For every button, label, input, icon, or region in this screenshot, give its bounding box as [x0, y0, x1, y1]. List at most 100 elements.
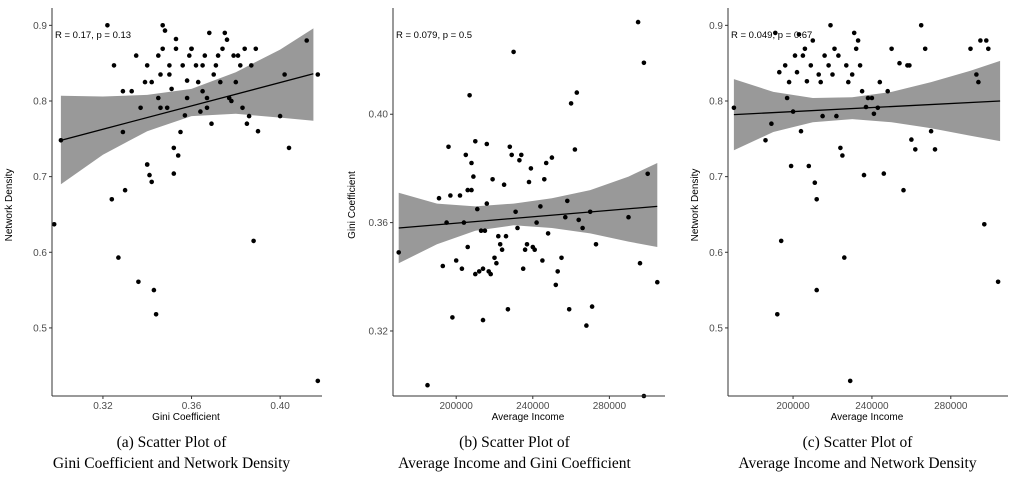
data-point [235, 53, 241, 58]
caption-b-line2: Average Income and Gini Coefficient [398, 455, 631, 472]
data-point [897, 60, 902, 66]
data-point [538, 204, 543, 209]
data-point [838, 145, 843, 151]
data-point [778, 238, 784, 244]
data-point [568, 101, 574, 106]
data-point [503, 233, 509, 239]
data-point [440, 263, 446, 269]
data-point [480, 317, 486, 323]
data-point [173, 36, 179, 42]
data-point [871, 111, 877, 117]
data-point [459, 266, 465, 272]
data-point [469, 160, 474, 166]
data-point [499, 247, 505, 252]
chart-panel-b: 200000 240000 280000 0.32 0.36 0.40 Average In… [343, 0, 686, 430]
scatter-plot-c: 200000 240000 280000 0.5 0.6 0.7 0.8 0.9 Average… [690, 8, 1008, 423]
data-point [122, 187, 128, 193]
data-point [792, 53, 798, 58]
x-tick-label: 280000 [934, 401, 968, 412]
y-tick-label: 0.9 [33, 21, 47, 32]
data-point [425, 382, 430, 388]
y-tick-label: 0.5 [709, 323, 723, 334]
data-point [255, 128, 261, 134]
data-point [928, 128, 934, 134]
data-point [863, 104, 869, 110]
data-point [731, 105, 737, 111]
data-point [635, 19, 641, 25]
caption-a: (a) Scatter Plot of Gini Coefficient and… [0, 432, 343, 474]
data-point [249, 63, 254, 68]
chart-panel-a: 0.32 0.36 0.40 0.5 0.6 0.7 0.8 0.9 Gini Coeffici… [0, 0, 343, 430]
data-point [806, 163, 812, 169]
data-point [149, 179, 154, 185]
data-point [164, 105, 170, 111]
data-point [855, 38, 861, 43]
data-point [907, 63, 912, 68]
confidence-band [60, 28, 314, 185]
caption-a-line1: (a) Scatter Plot of [116, 434, 227, 451]
data-point [814, 197, 819, 202]
data-point [156, 53, 161, 58]
data-point [986, 46, 991, 52]
data-point [315, 72, 321, 77]
y-tick-label: 0.9 [709, 21, 723, 32]
y-tick-label: 0.36 [369, 218, 389, 229]
correlation-annotation: R = 0.079, p = 0.5 [396, 30, 472, 41]
data-point [156, 95, 161, 101]
data-point [467, 93, 472, 98]
data-point [532, 247, 537, 252]
caption-c-line1: (c) Scatter Plot of [802, 434, 913, 451]
data-point [231, 53, 236, 58]
data-point [580, 225, 585, 231]
data-point [974, 72, 979, 77]
data-point [475, 206, 480, 212]
caption-b-line1: (b) Scatter Plot of [459, 434, 570, 451]
data-point [490, 177, 495, 182]
data-point [849, 72, 855, 77]
data-point [484, 141, 490, 147]
data-point [246, 113, 252, 119]
data-point [820, 113, 825, 119]
data-point [109, 197, 115, 202]
y-tick-label: 0.6 [33, 248, 47, 259]
y-tick-label: 0.7 [33, 172, 47, 183]
data-point [775, 312, 780, 317]
data-point [832, 46, 837, 52]
data-point [193, 63, 199, 68]
data-point [515, 225, 520, 231]
data-point [773, 30, 778, 36]
y-axis-label: Network Density [4, 169, 15, 242]
data-point [794, 69, 800, 75]
data-point [471, 174, 476, 179]
data-point [478, 228, 484, 233]
data-point [576, 217, 581, 223]
data-point [105, 23, 110, 28]
data-point [448, 193, 453, 198]
data-point [584, 323, 589, 328]
y-tick-label: 0.40 [369, 110, 389, 121]
data-point [540, 258, 545, 263]
data-point [465, 244, 470, 250]
data-point [553, 282, 559, 288]
data-point [457, 193, 463, 198]
data-point [513, 209, 518, 215]
data-point [240, 105, 245, 111]
data-point [51, 222, 57, 227]
data-point [528, 166, 534, 171]
data-point [436, 195, 442, 201]
data-point [859, 88, 865, 94]
y-axis-label: Gini Coefficient [347, 171, 358, 239]
data-point [315, 378, 321, 384]
data-point [218, 79, 223, 85]
data-point [182, 113, 188, 118]
data-point [169, 86, 174, 92]
data-point [496, 233, 501, 239]
regression-line [398, 205, 658, 229]
x-axis-label: Gini Coefficient [152, 412, 220, 423]
data-point [984, 38, 989, 43]
data-point [204, 105, 210, 111]
data-point [587, 209, 593, 215]
data-point [144, 162, 150, 167]
data-point [593, 242, 599, 247]
x-tick-label: 240000 [516, 401, 550, 412]
